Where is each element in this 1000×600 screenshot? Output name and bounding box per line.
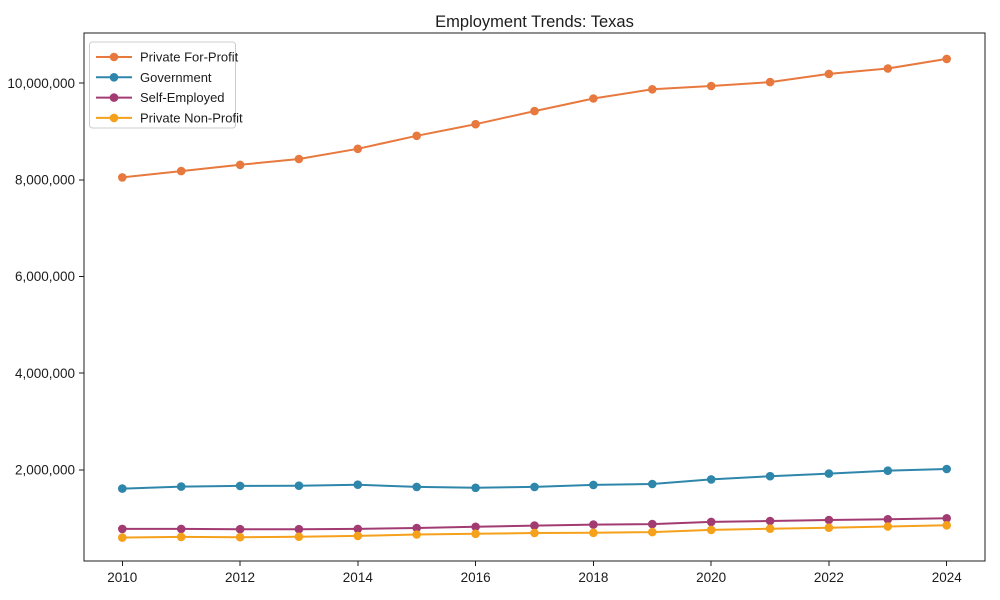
data-point-government xyxy=(176,482,186,491)
data-point-private-for-profit xyxy=(412,131,422,141)
data-point-self-employed xyxy=(824,515,834,525)
data-point-self-employed xyxy=(471,522,480,532)
data-point-government xyxy=(765,471,775,481)
data-point-private-non-profit xyxy=(648,527,657,537)
data-point-private-non-profit xyxy=(294,532,304,541)
x-tick-label: 2022 xyxy=(814,570,844,585)
data-point-private-non-profit xyxy=(235,532,245,542)
y-tick-label: 4,000,000 xyxy=(15,366,75,381)
data-point-private-non-profit xyxy=(706,525,716,535)
chart-title: Employment Trends: Texas xyxy=(435,13,634,31)
data-point-private-for-profit xyxy=(706,81,716,91)
data-point-private-for-profit xyxy=(353,144,363,154)
legend: Private For-Profit Government Self-Employe… xyxy=(89,41,243,129)
data-point-government xyxy=(883,466,893,476)
data-point-government xyxy=(648,479,657,489)
data-point-private-for-profit xyxy=(176,166,186,176)
x-tick-label: 2020 xyxy=(696,570,726,585)
data-point-self-employed xyxy=(118,524,127,534)
legend-label-government: Government xyxy=(140,70,212,85)
data-point-government xyxy=(824,469,834,478)
x-tick-label: 2024 xyxy=(932,570,963,585)
data-point-private-non-profit xyxy=(353,531,363,541)
data-point-government xyxy=(118,484,127,493)
x-tick-label: 2010 xyxy=(107,570,137,585)
y-tick-label: 10,000,000 xyxy=(7,76,75,91)
legend-marker-private-non-profit xyxy=(109,113,119,123)
data-point-private-non-profit xyxy=(765,524,775,533)
data-point-private-non-profit xyxy=(530,528,539,538)
y-tick-label: 2,000,000 xyxy=(15,463,75,478)
data-point-self-employed xyxy=(589,520,598,529)
legend-label-private-for-profit: Private For-Profit xyxy=(140,50,239,65)
data-point-private-non-profit xyxy=(942,521,951,530)
data-point-private-non-profit xyxy=(118,533,127,542)
data-point-self-employed xyxy=(765,516,775,526)
series-line-private-for-profit xyxy=(121,57,948,179)
legend-label-self-employed: Self-Employed xyxy=(140,90,225,105)
data-point-private-for-profit xyxy=(824,69,834,79)
data-point-private-non-profit xyxy=(176,532,186,542)
data-point-self-employed xyxy=(648,519,657,529)
data-point-private-for-profit xyxy=(942,54,951,64)
data-point-government xyxy=(471,483,480,493)
x-tick-label: 2012 xyxy=(225,570,255,585)
data-point-government xyxy=(706,475,716,484)
data-point-private-for-profit xyxy=(883,64,893,73)
legend-label-private-non-profit: Private Non-Profit xyxy=(140,111,243,126)
data-point-government xyxy=(235,481,245,491)
data-point-private-for-profit xyxy=(648,85,657,94)
data-point-government xyxy=(294,481,304,491)
data-point-government xyxy=(942,464,951,474)
data-point-government xyxy=(530,482,539,492)
data-point-self-employed xyxy=(176,524,186,534)
data-point-private-non-profit xyxy=(589,528,598,538)
data-point-self-employed xyxy=(294,524,304,534)
data-point-self-employed xyxy=(706,517,716,527)
x-tick-label: 2016 xyxy=(461,570,491,585)
x-tick-label: 2014 xyxy=(343,570,374,585)
y-tick-label: 8,000,000 xyxy=(15,172,75,187)
legend-marker-self-employed xyxy=(109,93,119,102)
data-point-self-employed xyxy=(235,524,245,534)
data-point-private-for-profit xyxy=(471,119,480,129)
data-point-self-employed xyxy=(942,514,951,523)
data-point-self-employed xyxy=(412,523,422,533)
x-tick-label: 2018 xyxy=(578,570,608,585)
y-tick-label: 6,000,000 xyxy=(15,269,75,284)
data-point-self-employed xyxy=(353,524,363,534)
data-point-government xyxy=(589,480,598,490)
legend-frame xyxy=(89,41,236,129)
data-point-private-for-profit xyxy=(589,94,598,103)
data-point-private-for-profit xyxy=(530,106,539,116)
plot-frame xyxy=(83,32,986,562)
data-point-government xyxy=(412,482,422,492)
data-point-private-non-profit xyxy=(824,523,834,532)
data-point-private-for-profit xyxy=(118,173,127,182)
data-point-private-for-profit xyxy=(765,77,775,87)
legend-marker-government xyxy=(109,73,119,82)
data-point-private-non-profit xyxy=(471,529,480,539)
data-point-government xyxy=(353,480,363,490)
plot-area: 2,000,000 4,000,000 6,000,000 8,000,000 10,0… xyxy=(7,32,986,585)
data-point-private-for-profit xyxy=(294,154,304,164)
data-point-private-non-profit xyxy=(412,530,422,539)
data-point-self-employed xyxy=(883,515,893,524)
data-point-private-for-profit xyxy=(235,160,245,170)
data-point-private-non-profit xyxy=(883,522,893,531)
legend-marker-private-for-profit xyxy=(109,52,119,62)
data-point-self-employed xyxy=(530,521,539,530)
